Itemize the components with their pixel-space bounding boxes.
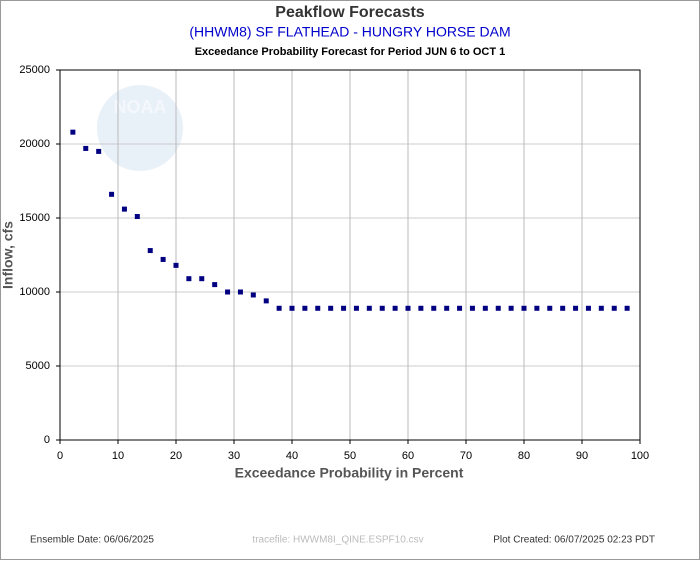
- point: [237, 289, 243, 295]
- footer-left: Ensemble Date: 06/06/2025: [30, 535, 154, 546]
- point: [431, 305, 437, 311]
- y-axis-label: Inflow, cfs: [0, 221, 16, 289]
- chart-caption: Exceedance Probability Forecast for Peri…: [195, 46, 506, 58]
- point: [534, 305, 540, 311]
- point: [328, 305, 334, 311]
- point: [276, 305, 282, 311]
- point: [96, 148, 102, 154]
- point: [598, 305, 604, 311]
- point: [353, 305, 359, 311]
- logo-text: NOAA: [114, 97, 167, 117]
- point: [160, 256, 166, 262]
- point: [521, 305, 527, 311]
- point: [547, 305, 553, 311]
- footer-right: Plot Created: 06/07/2025 02:23 PDT: [493, 535, 655, 546]
- point: [186, 276, 192, 282]
- point: [341, 305, 347, 311]
- point: [289, 305, 295, 311]
- point: [560, 305, 566, 311]
- point: [147, 248, 153, 254]
- x-tick-label: 50: [344, 450, 356, 462]
- point: [444, 305, 450, 311]
- y-tick-label: 5000: [26, 360, 50, 372]
- x-tick-label: 30: [228, 450, 240, 462]
- y-tick-label: 10000: [19, 286, 50, 298]
- point: [263, 298, 269, 304]
- point: [83, 145, 89, 151]
- point: [121, 206, 127, 212]
- point: [134, 214, 140, 220]
- x-tick-label: 10: [112, 450, 124, 462]
- y-tick-label: 0: [44, 434, 50, 446]
- point: [573, 305, 579, 311]
- chart-subtitle: (HHWM8) SF FLATHEAD - HUNGRY HORSE DAM: [189, 24, 510, 40]
- x-tick-label: 60: [402, 450, 414, 462]
- y-tick-label: 15000: [19, 212, 50, 224]
- x-tick-label: 90: [576, 450, 588, 462]
- footer-center: tracefile: HWWM8I_QINE.ESPF10.csv: [252, 535, 423, 546]
- point: [70, 129, 76, 135]
- y-tick-label: 20000: [19, 138, 50, 150]
- y-tick-label: 25000: [19, 64, 50, 76]
- point: [457, 305, 463, 311]
- chart-title: Peakflow Forecasts: [275, 4, 425, 21]
- point: [225, 289, 231, 295]
- point: [315, 305, 321, 311]
- point: [611, 305, 617, 311]
- point: [482, 305, 488, 311]
- x-tick-label: 70: [460, 450, 472, 462]
- plot-border: [59, 69, 641, 441]
- point: [585, 305, 591, 311]
- x-tick-label: 20: [170, 450, 182, 462]
- point: [199, 276, 205, 282]
- point: [302, 305, 308, 311]
- x-axis-label: Exceedance Probability in Percent: [235, 465, 464, 481]
- x-tick-label: 40: [286, 450, 298, 462]
- point: [366, 305, 372, 311]
- point: [379, 305, 385, 311]
- point: [250, 292, 256, 298]
- point: [624, 305, 630, 311]
- point: [405, 305, 411, 311]
- point: [508, 305, 514, 311]
- point: [173, 262, 179, 268]
- x-tick-label: 80: [518, 450, 530, 462]
- x-tick-label: 0: [57, 450, 63, 462]
- point: [392, 305, 398, 311]
- point: [212, 282, 218, 288]
- point: [418, 305, 424, 311]
- x-tick-label: 100: [631, 450, 649, 462]
- point: [469, 305, 475, 311]
- point: [495, 305, 501, 311]
- point: [109, 191, 115, 197]
